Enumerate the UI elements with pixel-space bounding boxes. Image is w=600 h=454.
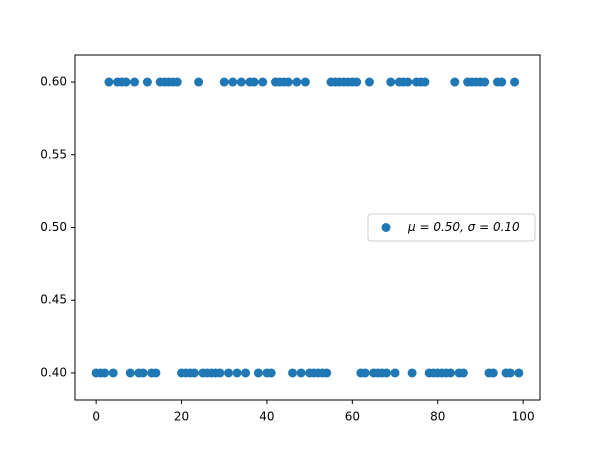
point — [296, 368, 306, 378]
point — [253, 368, 263, 378]
point — [283, 77, 293, 87]
point — [219, 77, 229, 87]
y-tick-label: 0.40 — [40, 365, 67, 379]
point — [130, 77, 140, 87]
point — [386, 77, 396, 87]
point — [497, 77, 507, 87]
x-tick-label: 100 — [512, 410, 535, 424]
point — [104, 77, 114, 87]
y-tick-label: 0.50 — [40, 220, 67, 234]
point — [364, 77, 374, 87]
point — [446, 368, 456, 378]
point — [390, 368, 400, 378]
point — [322, 368, 332, 378]
point — [151, 368, 161, 378]
point — [514, 368, 524, 378]
x-tick-label: 60 — [345, 410, 360, 424]
point — [403, 77, 413, 87]
y-tick-label: 0.45 — [40, 293, 67, 307]
plot-frame — [74, 54, 541, 401]
point — [232, 368, 242, 378]
point — [189, 368, 199, 378]
point — [420, 77, 430, 87]
point — [292, 77, 302, 87]
x-tick-label: 80 — [430, 410, 445, 424]
x-tick-label: 40 — [259, 410, 274, 424]
point — [360, 368, 370, 378]
point — [458, 368, 468, 378]
point — [241, 368, 251, 378]
point — [480, 77, 490, 87]
legend-box — [367, 213, 536, 242]
point — [258, 77, 268, 87]
point — [228, 77, 238, 87]
legend-marker — [381, 223, 391, 232]
point — [121, 77, 131, 87]
point — [249, 77, 259, 87]
point — [381, 368, 391, 378]
y-tick-label: 0.55 — [40, 147, 67, 161]
point — [194, 77, 204, 87]
point — [100, 368, 110, 378]
point — [266, 368, 276, 378]
point — [352, 77, 362, 87]
point — [288, 368, 298, 378]
point — [488, 368, 498, 378]
point — [505, 368, 515, 378]
point — [125, 368, 135, 378]
legend-label: μ = 0.50, σ = 0.10 — [407, 220, 520, 234]
point — [108, 368, 118, 378]
point — [138, 368, 148, 378]
point — [450, 77, 460, 87]
point — [142, 77, 152, 87]
x-tick-label: 0 — [92, 410, 100, 424]
point — [224, 368, 234, 378]
point — [215, 368, 225, 378]
point — [172, 77, 182, 87]
x-tick-label: 20 — [174, 410, 189, 424]
point — [300, 77, 310, 87]
y-tick-label: 0.60 — [40, 75, 67, 89]
point — [407, 368, 417, 378]
point — [510, 77, 520, 87]
point — [236, 77, 246, 87]
